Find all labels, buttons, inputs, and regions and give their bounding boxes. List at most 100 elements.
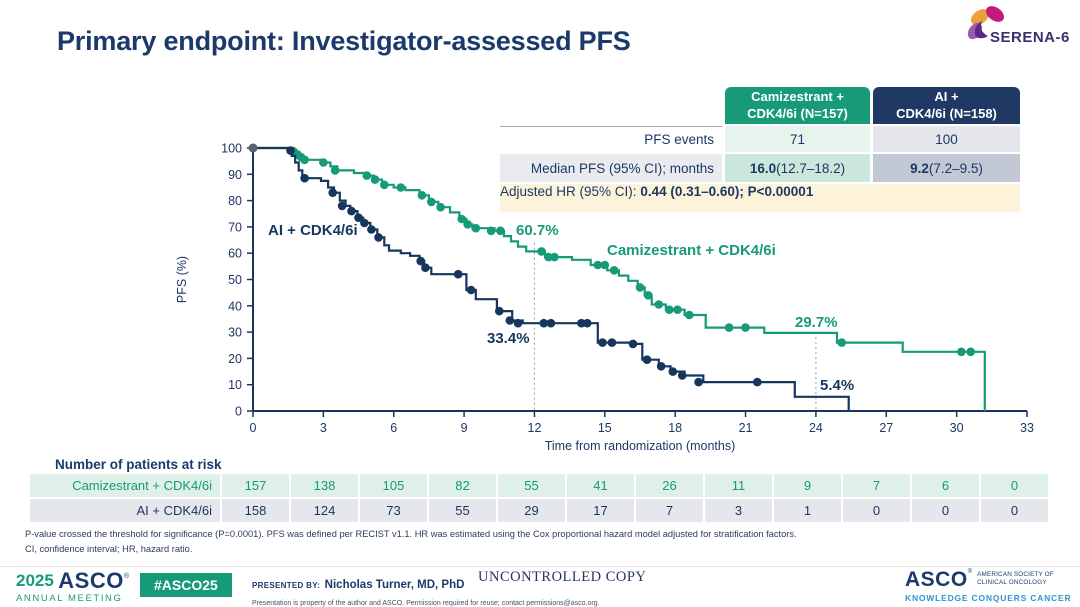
at-risk-value: 55	[427, 499, 496, 522]
svg-text:60: 60	[228, 247, 242, 261]
svg-text:PFS (%): PFS (%)	[175, 256, 189, 303]
at-risk-value: 9	[772, 474, 841, 497]
svg-text:20: 20	[228, 352, 242, 366]
asco-logo-text: ASCO	[905, 568, 968, 591]
at-risk-value: 124	[289, 499, 358, 522]
permission-disclaimer: Presentation is property of the author a…	[252, 600, 600, 607]
presenter-block: PRESENTED BY: Nicholas Turner, MD, PhD P…	[252, 575, 600, 607]
km-plot-svg: 0 3 6 9 12 15 18 21 24 27 30 33 0 10 20 30 40 50 60 70 80 90 1…	[175, 142, 1034, 454]
asco-year: 2025	[16, 571, 54, 590]
at-risk-value: 3	[703, 499, 772, 522]
uncontrolled-copy-watermark: UNCONTROLLED COPY	[478, 569, 647, 585]
society-line1: AMERICAN SOCIETY OF	[977, 571, 1054, 578]
at-risk-row-ai: AI + CDK4/6i 158 124 73 55 29 17 7 3 1 0…	[30, 499, 1048, 522]
median-pfs-camizestrant-value: 16.0 (12.7–18.2)	[725, 154, 870, 182]
svg-text:12: 12	[528, 421, 542, 435]
svg-text:9: 9	[461, 421, 468, 435]
annual-meeting-label: ANNUAL MEETING	[16, 593, 123, 604]
serena6-flower-icon	[967, 6, 1005, 40]
hazard-ratio-row: Adjusted HR (95% CI): 0.44 (0.31–0.60); …	[500, 184, 1020, 212]
annotation-24mo-ai: 5.4%	[820, 377, 855, 394]
at-risk-value: 0	[841, 499, 910, 522]
median-ai-bold: 9.2	[910, 160, 929, 176]
svg-text:50: 50	[228, 273, 242, 287]
svg-text:6: 6	[390, 421, 397, 435]
at-risk-value: 157	[220, 474, 289, 497]
at-risk-value: 0	[979, 499, 1048, 522]
asco-society-logo: ASCO ® AMERICAN SOCIETY OF CLINICAL ONCOL…	[905, 569, 1071, 603]
presenter-name: Nicholas Turner, MD, PhD	[324, 579, 465, 591]
footnote: P-value crossed the threshold for signif…	[25, 527, 797, 557]
at-risk-value: 6	[910, 474, 979, 497]
row-label-median-pfs: Median PFS (95% CI); months	[500, 154, 722, 182]
curve-label-camizestrant: Camizestrant + CDK4/6i	[607, 242, 776, 259]
svg-text:30: 30	[228, 326, 242, 340]
svg-text:21: 21	[739, 421, 753, 435]
svg-text:33: 33	[1020, 421, 1034, 435]
at-risk-value: 17	[565, 499, 634, 522]
column-header-camizestrant: Camizestrant + CDK4/6i (N=157)	[725, 87, 870, 124]
asco-wordmark: ASCO	[58, 568, 124, 593]
header-ai-line2: CDK4/6i (N=158)	[896, 105, 997, 121]
presented-by-label: PRESENTED BY:	[252, 581, 321, 590]
at-risk-value: 55	[496, 474, 565, 497]
curve-label-ai: AI + CDK4/6i	[268, 222, 358, 239]
at-risk-value: 0	[979, 474, 1048, 497]
svg-text:100: 100	[221, 142, 242, 156]
svg-text:15: 15	[598, 421, 612, 435]
svg-text:40: 40	[228, 299, 242, 313]
svg-text:10: 10	[228, 378, 242, 392]
header-camizestrant-line1: Camizestrant +	[751, 88, 844, 104]
at-risk-value: 138	[289, 474, 358, 497]
svg-text:Time from randomization (month: Time from randomization (months)	[545, 439, 736, 453]
at-risk-value: 29	[496, 499, 565, 522]
svg-text:27: 27	[879, 421, 893, 435]
table-row-pfs-events: PFS events 71 100	[500, 126, 1020, 152]
svg-text:80: 80	[228, 194, 242, 208]
at-risk-value: 11	[703, 474, 772, 497]
svg-text:3: 3	[320, 421, 327, 435]
registered-mark: ®	[123, 573, 130, 580]
at-risk-value: 7	[841, 474, 910, 497]
svg-text:24: 24	[809, 421, 823, 435]
svg-text:70: 70	[228, 220, 242, 234]
serena6-logo-text: SERENA-6	[990, 29, 1070, 46]
annotation-24mo-camizestrant: 29.7%	[795, 314, 838, 331]
median-camizestrant-bold: 16.0	[749, 160, 777, 176]
footnote-line1: P-value crossed the threshold for signif…	[25, 529, 797, 539]
pfs-events-camizestrant-value: 71	[725, 126, 870, 152]
footer-divider	[0, 566, 1080, 567]
hazard-ratio-label: Adjusted HR (95% CI):	[500, 184, 641, 199]
svg-text:90: 90	[228, 168, 242, 182]
at-risk-value: 41	[565, 474, 634, 497]
society-line2: CLINICAL ONCOLOGY	[977, 578, 1047, 586]
annotation-12mo-ai: 33.4%	[487, 330, 530, 347]
at-risk-label-ai: AI + CDK4/6i	[136, 503, 212, 518]
at-risk-value: 1	[772, 499, 841, 522]
column-header-ai: AI + CDK4/6i (N=158)	[873, 87, 1020, 124]
at-risk-heading: Number of patients at risk	[55, 457, 222, 472]
pfs-events-ai-value: 100	[873, 126, 1020, 152]
at-risk-value: 105	[358, 474, 427, 497]
header-camizestrant-line2: CDK4/6i (N=157)	[747, 105, 848, 121]
at-risk-value: 7	[634, 499, 703, 522]
at-risk-value: 26	[634, 474, 703, 497]
hazard-ratio-value: 0.44 (0.31–0.60); P<0.00001	[640, 184, 814, 199]
asco-tagline: KNOWLEDGE CONQUERS CANCER	[905, 593, 1072, 603]
row-label-pfs-events: PFS events	[500, 126, 722, 152]
median-ai-ci: (7.2–9.5)	[928, 160, 983, 176]
at-risk-row-camizestrant: Camizestrant + CDK4/6i 157 138 105 82 55…	[30, 474, 1048, 497]
svg-text:0: 0	[250, 421, 257, 435]
patients-at-risk-section: Number of patients at risk Camizestrant …	[30, 457, 1048, 522]
registered-mark: ®	[967, 569, 973, 575]
footnote-line2: CI, confidence interval; HR, hazard rati…	[25, 544, 193, 554]
median-pfs-ai-value: 9.2 (7.2–9.5)	[873, 154, 1020, 182]
median-camizestrant-ci: (12.7–18.2)	[776, 160, 846, 176]
at-risk-label-camizestrant: Camizestrant + CDK4/6i	[72, 478, 212, 493]
page-title: Primary endpoint: Investigator-assessed …	[57, 26, 631, 56]
at-risk-value: 158	[220, 499, 289, 522]
serena6-logo: SERENA-6	[950, 3, 1078, 51]
kaplan-meier-chart: 0 3 6 9 12 15 18 21 24 27 30 33 0 10 20 30 40 50 60 70 80 90 1…	[160, 130, 1060, 460]
svg-text:18: 18	[668, 421, 682, 435]
at-risk-value: 0	[910, 499, 979, 522]
